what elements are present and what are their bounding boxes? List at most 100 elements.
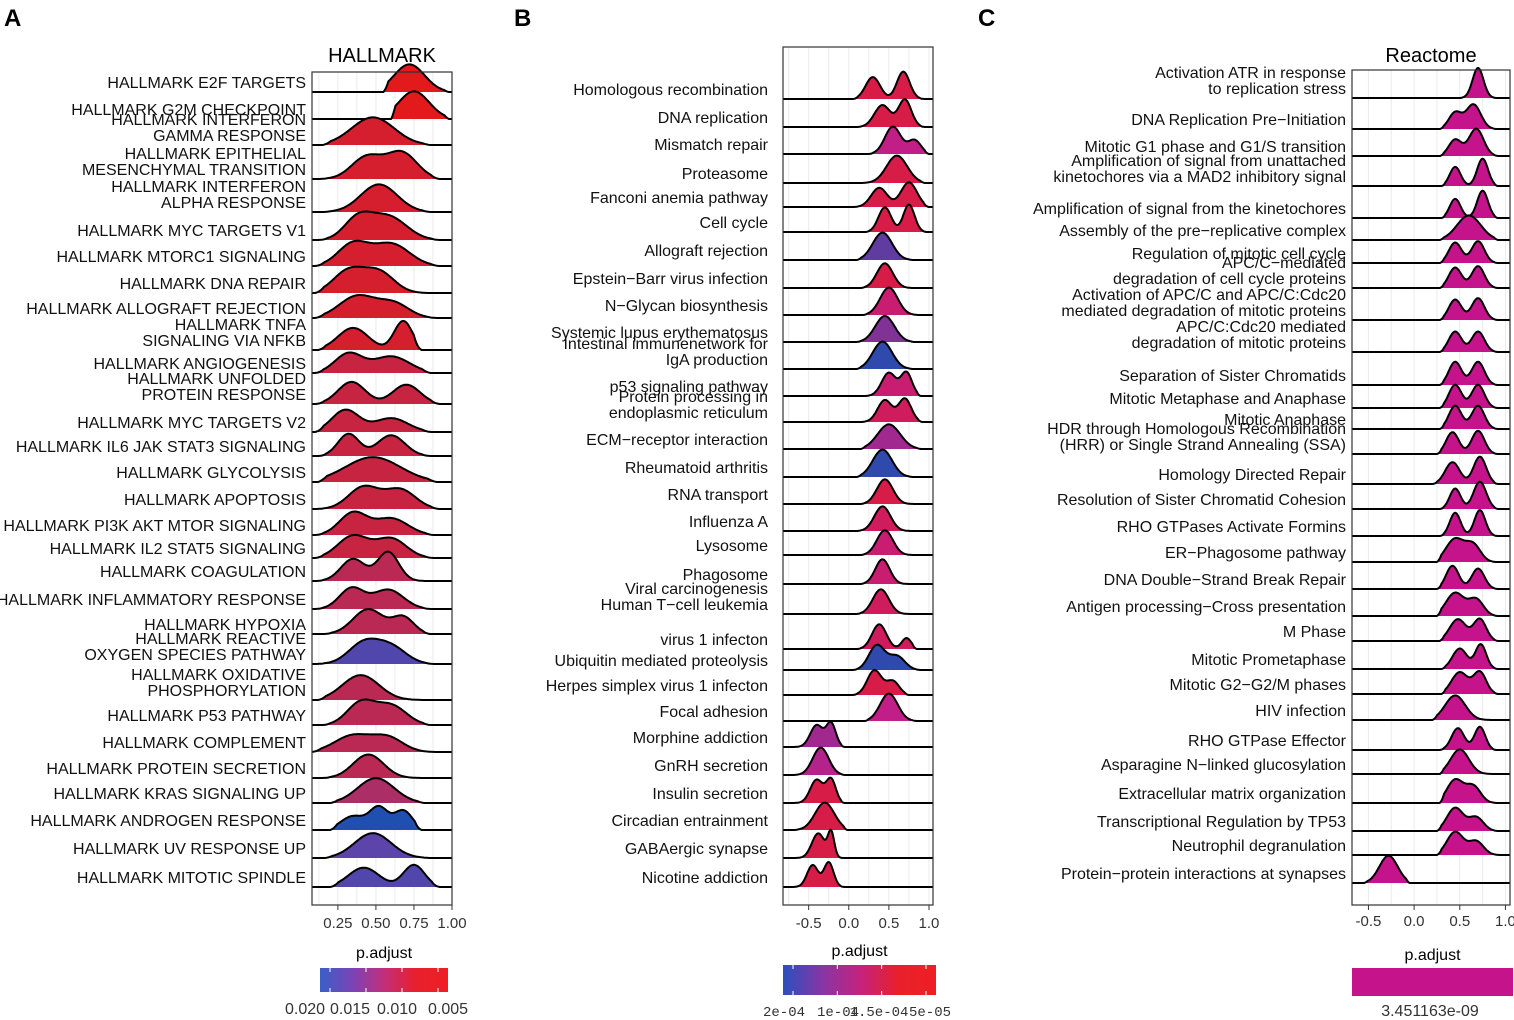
row-label: Systemic lupus erythematosus xyxy=(551,325,768,342)
legend-title: p.adjust xyxy=(831,943,888,960)
x-tick-label: 0.0 xyxy=(838,915,859,932)
ridge-fill-13 xyxy=(860,398,923,422)
ridge-outline-24 xyxy=(783,692,933,722)
ridge-outline-6 xyxy=(1352,214,1510,241)
row-label: HALLMARK OXIDATIVE PHOSPHORYLATION xyxy=(131,667,306,700)
ridge-outline-11 xyxy=(1352,360,1510,386)
ridge-fill-6 xyxy=(864,204,928,232)
ridge-fill-3 xyxy=(868,126,929,154)
ridge-outline-15 xyxy=(783,448,933,478)
row-label: Phagosome xyxy=(683,567,768,584)
ridge-outline-26 xyxy=(783,746,933,776)
row-label: HALLMARK MYC TARGETS V2 xyxy=(77,415,306,432)
ridge-fill-5 xyxy=(1441,190,1499,218)
ridge-fill-18 xyxy=(860,530,915,555)
row-label: Morphine addiction xyxy=(633,730,768,747)
row-label: Intestinal immunenetwork for IgA producti… xyxy=(563,336,768,369)
ridge-fill-5 xyxy=(852,182,929,207)
ridge-outline-8 xyxy=(1352,265,1510,289)
row-label: Ubiquitin mediated proteolysis xyxy=(555,653,768,670)
legend-colorbar xyxy=(1352,968,1513,996)
row-label: Proteasome xyxy=(682,166,768,183)
ridge-outline-4 xyxy=(1352,157,1510,187)
row-label: HALLMARK P53 PATHWAY xyxy=(107,708,306,725)
ridge-outline-13 xyxy=(312,408,452,433)
row-label: Activation ATR in response to replication… xyxy=(1155,65,1346,98)
row-label: HALLMARK REACTIVE OXYGEN SPECIES PATHWAY xyxy=(84,631,306,664)
ridge-outline-6 xyxy=(312,210,452,241)
row-label: HALLMARK INTERFERON ALPHA RESPONSE xyxy=(111,179,306,212)
ridge-outline-16 xyxy=(1352,480,1510,510)
row-label: Mitotic G2−G2/M phases xyxy=(1169,677,1346,694)
ridge-fill-9 xyxy=(863,287,920,315)
ridge-fill-4 xyxy=(318,150,440,179)
row-label: Transcriptional Regulation by TP53 xyxy=(1097,814,1346,831)
legend-label: 5e-05 xyxy=(909,1005,951,1020)
ridge-outline-10 xyxy=(1352,330,1510,353)
row-label: GABAergic synapse xyxy=(625,841,768,858)
row-label: Allograft rejection xyxy=(644,243,768,260)
ridge-fill-10 xyxy=(1439,331,1499,352)
ridge-outline-20 xyxy=(312,586,452,610)
ridge-fill-14 xyxy=(318,433,431,456)
row-label: Viral carcinogenesis Human T−cell leukemi… xyxy=(601,581,768,614)
x-tick-label: 0.5 xyxy=(878,915,899,932)
ridge-outline-10 xyxy=(783,315,933,343)
row-label: Assembly of the pre−replicative complex xyxy=(1059,223,1346,240)
ridge-outline-22 xyxy=(783,643,933,671)
ridge-outline-30 xyxy=(312,863,452,888)
x-tick-label: -0.5 xyxy=(796,915,822,932)
ridge-outline-19 xyxy=(783,558,933,585)
ridge-outline-4 xyxy=(783,154,933,184)
ridge-outline-19 xyxy=(1352,564,1510,590)
row-label: Mismatch repair xyxy=(654,137,768,154)
ridge-fill-11 xyxy=(315,352,431,373)
row-label: Neutrophil degranulation xyxy=(1172,838,1346,855)
ridge-outline-12 xyxy=(312,380,452,405)
ridge-fill-27 xyxy=(791,777,845,803)
row-label: Mitotic Metaphase and Anaphase xyxy=(1109,391,1346,408)
ridge-fill-6 xyxy=(318,211,440,240)
ridge-fill-1 xyxy=(383,64,449,92)
ridge-fill-28 xyxy=(330,805,422,830)
ridge-outline-16 xyxy=(783,478,933,505)
row-label: Influenza A xyxy=(689,514,769,531)
ridge-fill-7 xyxy=(856,232,913,260)
ridge-fill-16 xyxy=(315,485,440,509)
ridge-fill-26 xyxy=(322,754,425,778)
ridge-fill-20 xyxy=(1436,592,1499,616)
x-tick-label: 0.75 xyxy=(399,915,428,932)
ridge-outline-2 xyxy=(783,98,933,128)
ridge-outline-18 xyxy=(1352,536,1510,563)
row-label: HALLMARK ANGIOGENESIS xyxy=(93,356,306,373)
ridge-outline-13 xyxy=(1352,404,1510,430)
legend-label: 0.010 xyxy=(377,1001,417,1018)
ridge-fill-3 xyxy=(322,117,431,145)
row-label: DNA Double−Strand Break Repair xyxy=(1104,572,1347,589)
ridge-fill-2 xyxy=(391,91,449,119)
ridge-outline-26 xyxy=(1352,748,1510,775)
ridge-fill-22 xyxy=(852,644,921,670)
ridge-outline-1 xyxy=(1352,67,1510,99)
legend-label: 1.5e-04 xyxy=(850,1005,909,1020)
ridge-fill-20 xyxy=(856,589,913,614)
legend-colorbar xyxy=(783,965,936,995)
row-label: DNA replication xyxy=(658,110,768,127)
row-label: HALLMARK G2M CHECKPOINT xyxy=(71,102,306,119)
ridge-outline-3 xyxy=(1352,127,1510,157)
row-label: HIV infection xyxy=(1255,703,1346,720)
row-label: Insulin secretion xyxy=(652,786,768,803)
ridge-fill-2 xyxy=(1439,104,1497,129)
panel-label: A xyxy=(4,5,21,32)
row-label: HDR through Homologous Recombination (HRR… xyxy=(1047,421,1346,454)
row-label: Homology Directed Repair xyxy=(1158,467,1346,484)
x-tick-label: 0.0 xyxy=(1404,913,1425,930)
row-label: HALLMARK EPITHELIAL MESENCHYMAL TRANSITIO… xyxy=(82,146,306,179)
ridge-fill-6 xyxy=(1439,215,1499,240)
ridge-outline-24 xyxy=(1352,694,1510,721)
row-label: HALLMARK INFLAMMATORY RESPONSE xyxy=(0,592,306,609)
ridge-fill-19 xyxy=(1436,565,1499,589)
ridge-fill-23 xyxy=(852,670,909,695)
row-label: HALLMARK UNFOLDED PROTEIN RESPONSE xyxy=(127,371,306,404)
